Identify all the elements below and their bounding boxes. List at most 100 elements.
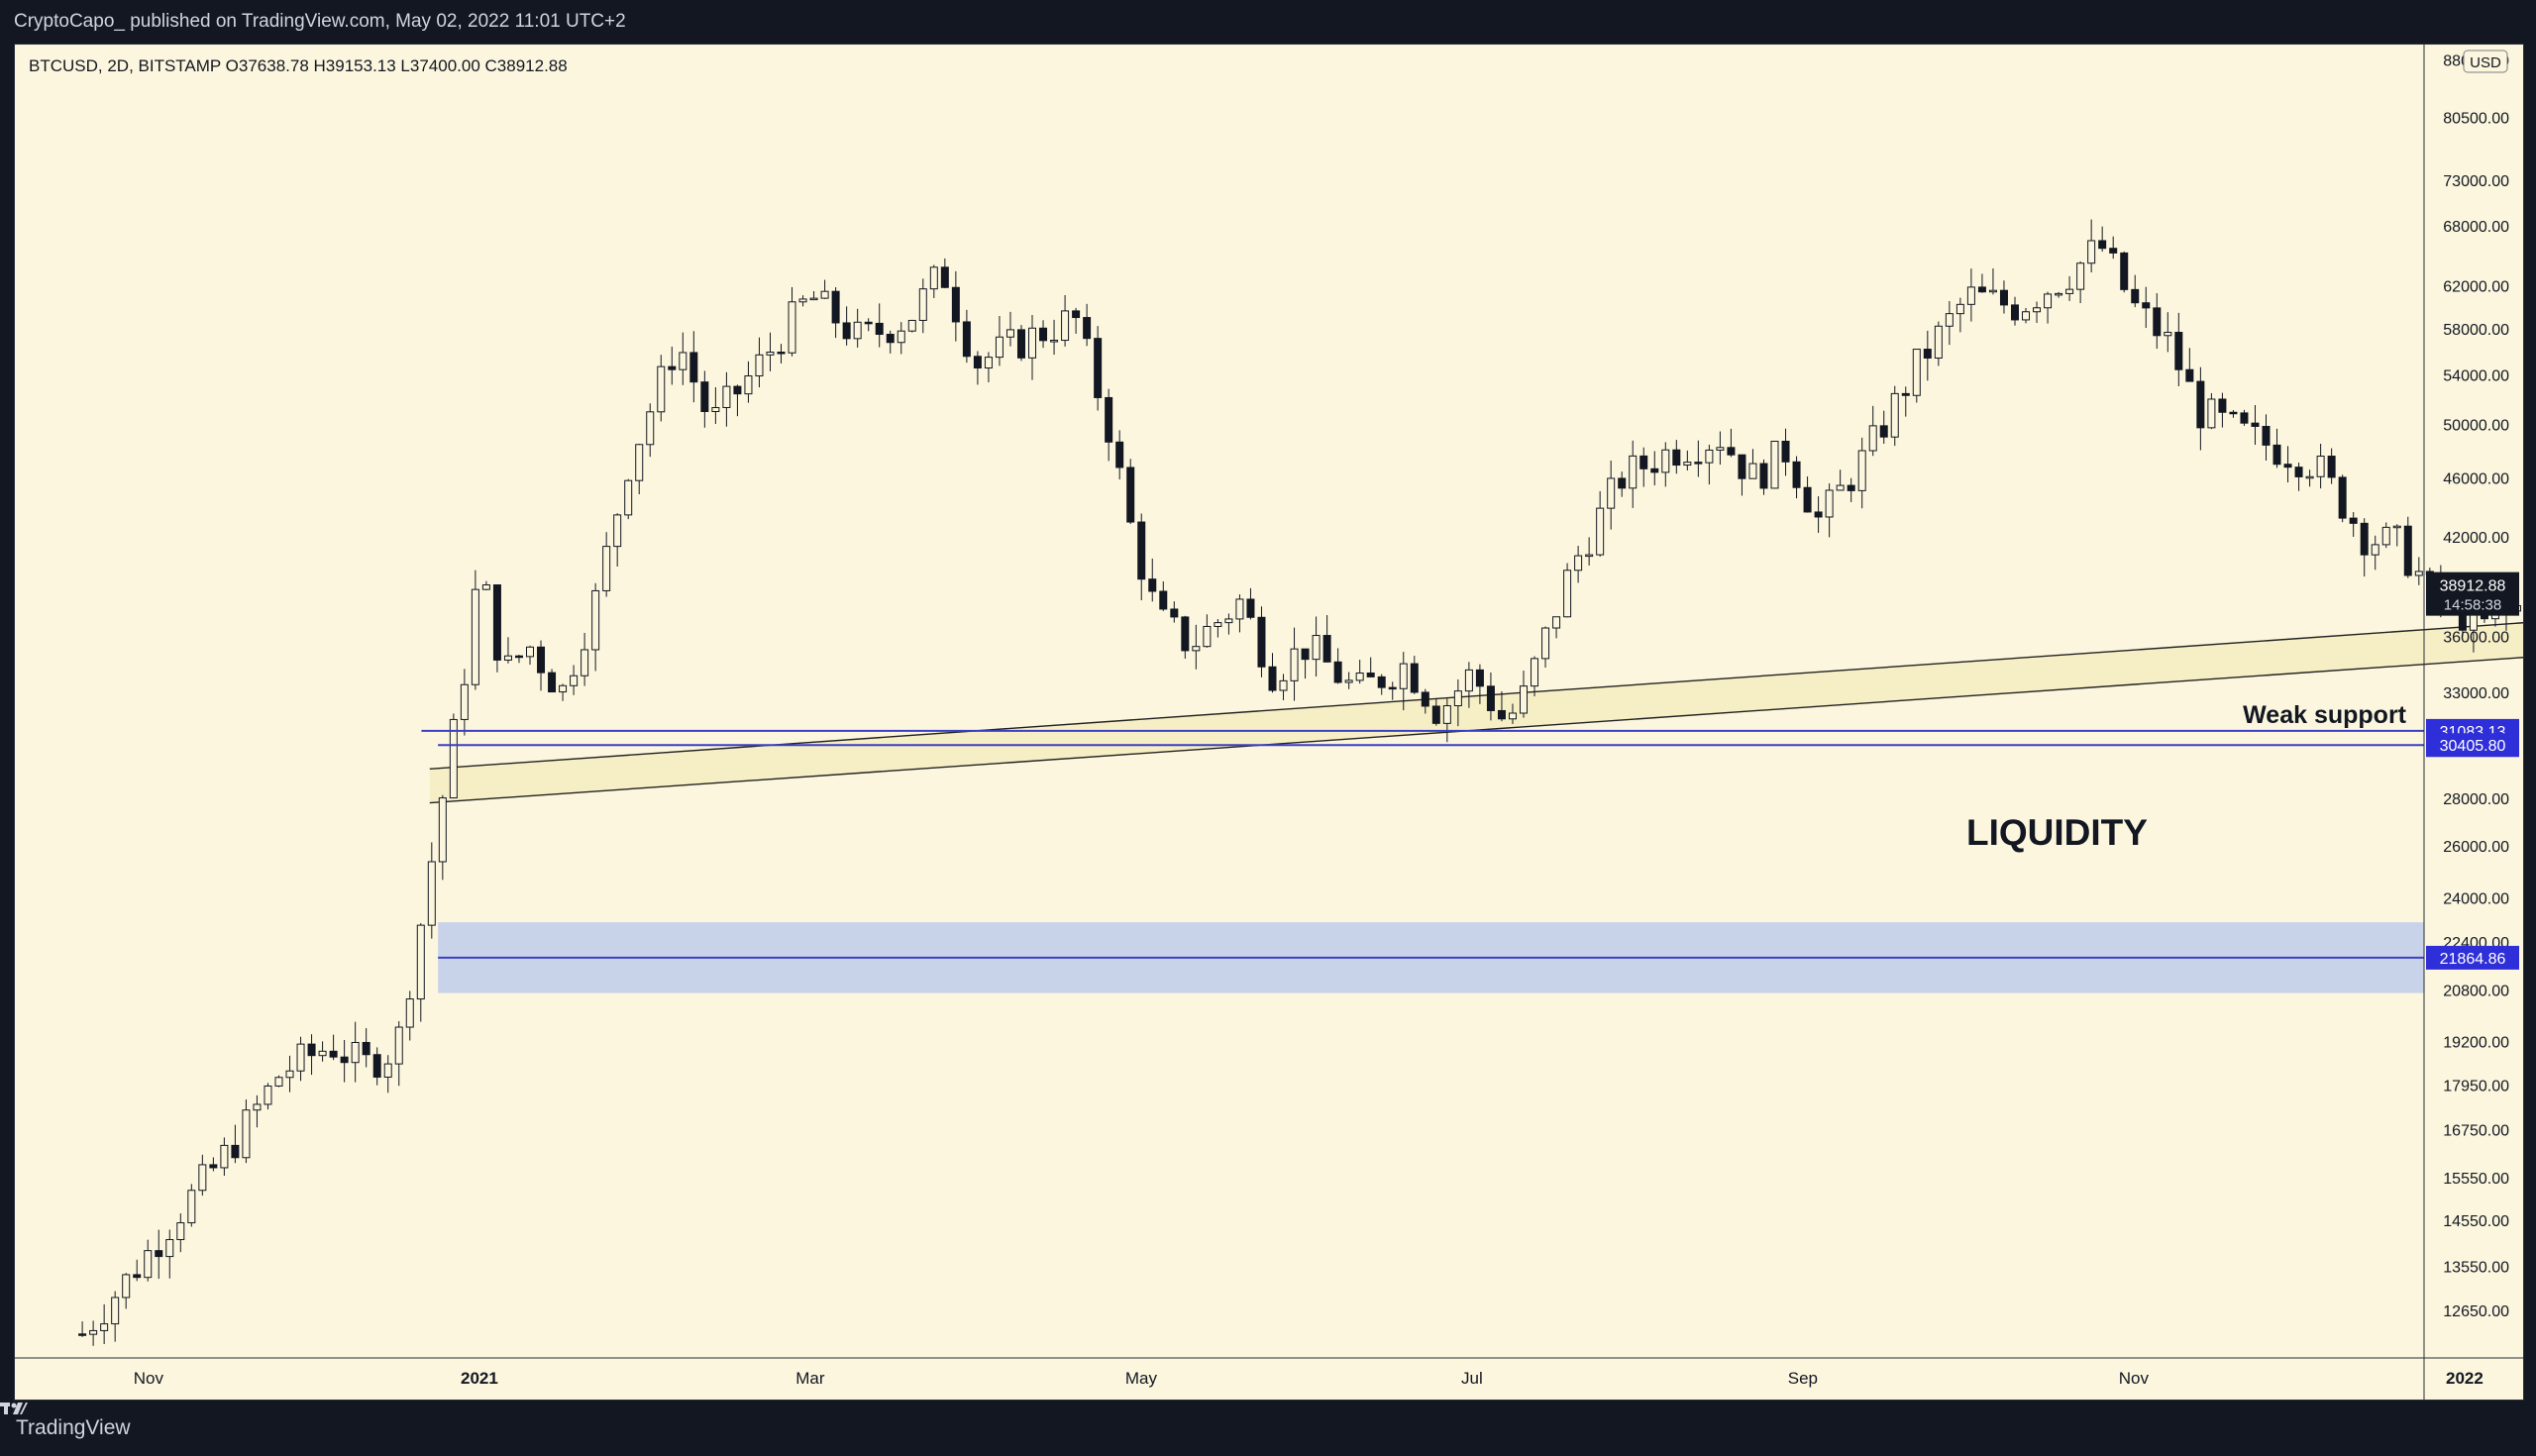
- price-chart[interactable]: Weak support LIQUIDITY BTCUSD, 2D, BITSTAM…: [15, 45, 2524, 1401]
- level-price-tag[interactable]: [2426, 945, 2519, 970]
- candle: [1246, 598, 1255, 618]
- candle: [777, 352, 786, 355]
- candle: [1585, 554, 1594, 558]
- candle: [1520, 685, 1529, 714]
- candle: [2010, 304, 2019, 321]
- candle: [624, 479, 633, 516]
- candle: [416, 924, 425, 1000]
- candle: [1322, 635, 1331, 663]
- candle: [2022, 311, 2031, 321]
- level-price-tag[interactable]: [2426, 733, 2519, 758]
- channel-upper-line[interactable]: [429, 517, 2524, 771]
- time-tick-label: Nov: [134, 1369, 164, 1388]
- price-tick-label: 15550.00: [2443, 1171, 2509, 1188]
- candle: [1639, 455, 1648, 469]
- published-info: CryptoCapo_ published on TradingView.com…: [14, 11, 626, 32]
- candle: [1868, 425, 1877, 452]
- price-tick-label: 28000.00: [2443, 791, 2509, 808]
- candle: [853, 321, 862, 340]
- current-price-tag[interactable]: [2426, 572, 2519, 616]
- candle: [537, 646, 546, 674]
- price-tick-label: 50000.00: [2443, 417, 2509, 434]
- weak-support-label[interactable]: Weak support: [2243, 701, 2407, 729]
- candle: [1955, 303, 1964, 315]
- price-tick-label: 73000.00: [2443, 173, 2509, 190]
- current-price-label[interactable]: 38912.88: [2440, 578, 2506, 595]
- candle: [1574, 555, 1583, 572]
- candle: [2381, 526, 2390, 546]
- price-tick-label: 13550.00: [2443, 1259, 2509, 1276]
- candle: [635, 444, 644, 481]
- candle: [1005, 329, 1014, 338]
- candle: [460, 683, 469, 720]
- candle: [1170, 608, 1179, 618]
- candle: [1683, 462, 1692, 467]
- level-price-tag-label[interactable]: 30405.80: [2440, 738, 2506, 755]
- price-tick-label: 68000.00: [2443, 219, 2509, 236]
- candle: [1618, 477, 1627, 489]
- candle: [1541, 627, 1550, 660]
- candle: [886, 334, 895, 344]
- candle: [1792, 461, 1801, 488]
- candle: [1672, 449, 1681, 467]
- candle: [89, 1329, 98, 1335]
- candle: [613, 514, 622, 548]
- candle: [951, 286, 960, 323]
- candle: [1039, 327, 1048, 342]
- candle: [2240, 412, 2249, 424]
- candle: [2153, 307, 2162, 337]
- candle: [155, 1250, 163, 1258]
- candle: [755, 354, 764, 377]
- candle: [973, 356, 982, 369]
- candle: [471, 588, 479, 685]
- candle: [1377, 676, 1386, 688]
- candle: [1694, 462, 1703, 465]
- candle: [2196, 380, 2205, 429]
- price-tick-label: 26000.00: [2443, 839, 2509, 856]
- candle: [1475, 669, 1484, 687]
- candle: [340, 1056, 349, 1064]
- candle: [2120, 252, 2129, 290]
- candle: [2305, 475, 2314, 479]
- candle: [1290, 648, 1299, 681]
- candle: [264, 1085, 272, 1105]
- candle: [100, 1323, 109, 1331]
- channel-lower-line[interactable]: [429, 553, 2524, 804]
- candle: [231, 1144, 240, 1159]
- currency-badge[interactable]: [2463, 50, 2508, 73]
- candle: [122, 1274, 131, 1299]
- candle: [2164, 332, 2172, 337]
- liquidity-label[interactable]: LIQUIDITY: [1966, 812, 2148, 853]
- candle: [2109, 248, 2118, 254]
- candle: [1738, 454, 1746, 479]
- candle: [1890, 392, 1899, 438]
- candle: [1716, 447, 1725, 451]
- candle: [1192, 646, 1201, 652]
- candle: [1531, 658, 1539, 687]
- candle: [2392, 525, 2401, 529]
- candle: [1748, 463, 1757, 479]
- candle: [2403, 525, 2412, 576]
- candle: [995, 336, 1004, 359]
- price-tick-label: 80500.00: [2443, 110, 2509, 127]
- candle: [548, 672, 557, 693]
- countdown-label: 14:58:38: [2444, 597, 2501, 614]
- candle: [274, 1077, 283, 1087]
- currency-badge-label[interactable]: USD: [2470, 54, 2501, 71]
- candle: [1028, 327, 1037, 359]
- candle: [1661, 449, 1670, 473]
- chart-frame[interactable]: Weak support LIQUIDITY BTCUSD, 2D, BITSTAM…: [14, 44, 2524, 1401]
- price-tick-label: 16750.00: [2443, 1122, 2509, 1139]
- candle: [1214, 622, 1222, 627]
- candle: [1497, 709, 1506, 720]
- candle: [1934, 325, 1943, 360]
- candle: [1847, 484, 1855, 491]
- candle: [1923, 349, 1932, 360]
- price-tick-label: 58000.00: [2443, 322, 2509, 339]
- candle: [351, 1041, 360, 1064]
- candle: [1966, 286, 1975, 305]
- candle: [2207, 398, 2216, 429]
- candle: [1629, 455, 1638, 489]
- level-price-tag-label[interactable]: 21864.86: [2440, 951, 2506, 968]
- candle: [405, 998, 414, 1028]
